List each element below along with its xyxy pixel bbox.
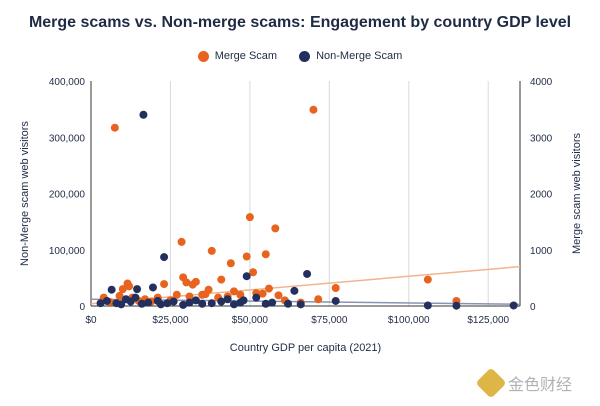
data-point-non-merge-scam: [148, 283, 157, 292]
x-tick-label: $125,000: [467, 315, 509, 326]
data-point-merge-scam: [217, 275, 226, 284]
trendline-non-merge-scam: [90, 298, 521, 306]
data-point-merge-scam: [331, 284, 340, 292]
data-point-merge-scam: [314, 295, 323, 304]
data-point-non-merge-scam: [261, 299, 270, 308]
watermark: 金色财经: [475, 367, 573, 399]
data-point-non-merge-scam: [198, 299, 207, 308]
data-point-merge-scam: [177, 237, 186, 246]
data-point-non-merge-scam: [290, 286, 299, 295]
data-point-non-merge-scam: [160, 253, 169, 262]
data-point-merge-scam: [423, 275, 432, 284]
chart-title: Merge scams vs. Non-merge scams: Engagem…: [28, 14, 572, 31]
data-point-merge-scam: [191, 277, 200, 286]
x-tick-label: $50,000: [232, 315, 269, 326]
legend-marker-merge-scam: [197, 50, 209, 62]
data-point-non-merge-scam: [423, 301, 432, 310]
data-point-non-merge-scam: [223, 295, 232, 304]
data-point-merge-scam: [242, 252, 251, 261]
x-tick-label: $25,000: [152, 315, 189, 326]
data-point-merge-scam: [185, 292, 194, 301]
data-point-merge-scam: [261, 250, 270, 259]
legend-marker-non-merge-scam: [299, 50, 311, 62]
trendline-merge-scam: [90, 265, 521, 305]
data-point-non-merge-scam: [156, 300, 165, 309]
legend-item-non-merge-scam: Non-Merge Scam: [299, 50, 402, 62]
data-point-non-merge-scam: [268, 298, 277, 307]
data-point-merge-scam: [207, 246, 216, 255]
y-right-tick-label: 3000: [530, 133, 553, 144]
y-right-tick-label: 0: [530, 302, 536, 313]
data-point-non-merge-scam: [252, 293, 261, 302]
data-point-merge-scam: [160, 280, 169, 289]
data-point-merge-scam: [258, 289, 267, 298]
chart-legend: Merge Scam Non-Merge Scam: [0, 50, 600, 62]
y-left-tick-label: 400,000: [49, 77, 86, 88]
data-point-non-merge-scam: [239, 296, 248, 305]
data-point-merge-scam: [204, 285, 213, 294]
data-point-merge-scam: [249, 268, 258, 277]
data-point-merge-scam: [172, 290, 181, 299]
data-point-merge-scam: [110, 123, 119, 132]
data-point-non-merge-scam: [102, 296, 111, 305]
x-axis-label: Country GDP per capita (2021): [230, 342, 381, 354]
data-point-non-merge-scam: [452, 301, 461, 310]
y-right-tick-label: 2000: [530, 190, 553, 201]
data-point-non-merge-scam: [96, 299, 105, 308]
data-point-merge-scam: [182, 278, 191, 287]
data-point-non-merge-scam: [303, 269, 312, 278]
data-point-non-merge-scam: [137, 299, 146, 308]
legend-item-merge-scam: Merge Scam: [197, 50, 278, 62]
data-point-non-merge-scam: [230, 300, 238, 309]
legend-label-merge-scam: Merge Scam: [214, 50, 278, 62]
data-point-non-merge-scam: [242, 272, 251, 281]
data-point-non-merge-scam: [217, 297, 226, 306]
data-point-merge-scam: [245, 213, 254, 222]
data-point-non-merge-scam: [284, 299, 293, 308]
y-left-tick-label: 100,000: [49, 246, 86, 257]
data-point-non-merge-scam: [191, 296, 200, 305]
watermark-logo-icon: [475, 367, 507, 399]
legend-label-non-merge-scam: Non-Merge Scam: [316, 50, 403, 62]
data-point-non-merge-scam: [185, 298, 194, 307]
x-tick-label: $75,000: [311, 315, 348, 326]
y-right-tick-label: 4000: [530, 77, 553, 88]
data-point-non-merge-scam: [107, 285, 116, 294]
data-point-merge-scam: [264, 284, 273, 293]
data-point-non-merge-scam: [296, 300, 305, 309]
y-axis-right-label: Merge scam web visitors: [571, 132, 583, 254]
y-left-tick-label: 0: [79, 302, 85, 313]
data-point-merge-scam: [271, 224, 280, 233]
data-point-non-merge-scam: [163, 299, 172, 308]
data-point-non-merge-scam: [169, 297, 178, 306]
data-point-merge-scam: [115, 291, 124, 300]
watermark-text: 金色财经: [508, 377, 573, 394]
data-point-non-merge-scam: [139, 110, 148, 119]
data-point-non-merge-scam: [144, 298, 153, 307]
y-left-tick-label: 200,000: [49, 190, 86, 201]
data-point-non-merge-scam: [207, 299, 216, 308]
data-point-non-merge-scam: [133, 285, 142, 294]
y-right-tick-label: 1000: [530, 246, 553, 257]
data-point-merge-scam: [118, 285, 127, 294]
data-point-merge-scam: [274, 291, 283, 300]
x-tick-label: $0: [85, 315, 97, 326]
data-point-non-merge-scam: [131, 293, 140, 302]
data-point-merge-scam: [125, 282, 134, 291]
data-point-merge-scam: [226, 259, 235, 268]
data-point-merge-scam: [309, 105, 318, 114]
x-tick-label: $100,000: [388, 315, 430, 326]
data-point-merge-scam: [230, 287, 238, 296]
y-axis-left-label: Non-Merge scam web visitors: [19, 121, 31, 266]
data-point-non-merge-scam: [117, 300, 126, 309]
data-point-non-merge-scam: [179, 300, 188, 309]
data-point-non-merge-scam: [331, 296, 340, 305]
data-point-non-merge-scam: [509, 301, 518, 310]
y-left-tick-label: 300,000: [49, 133, 86, 144]
